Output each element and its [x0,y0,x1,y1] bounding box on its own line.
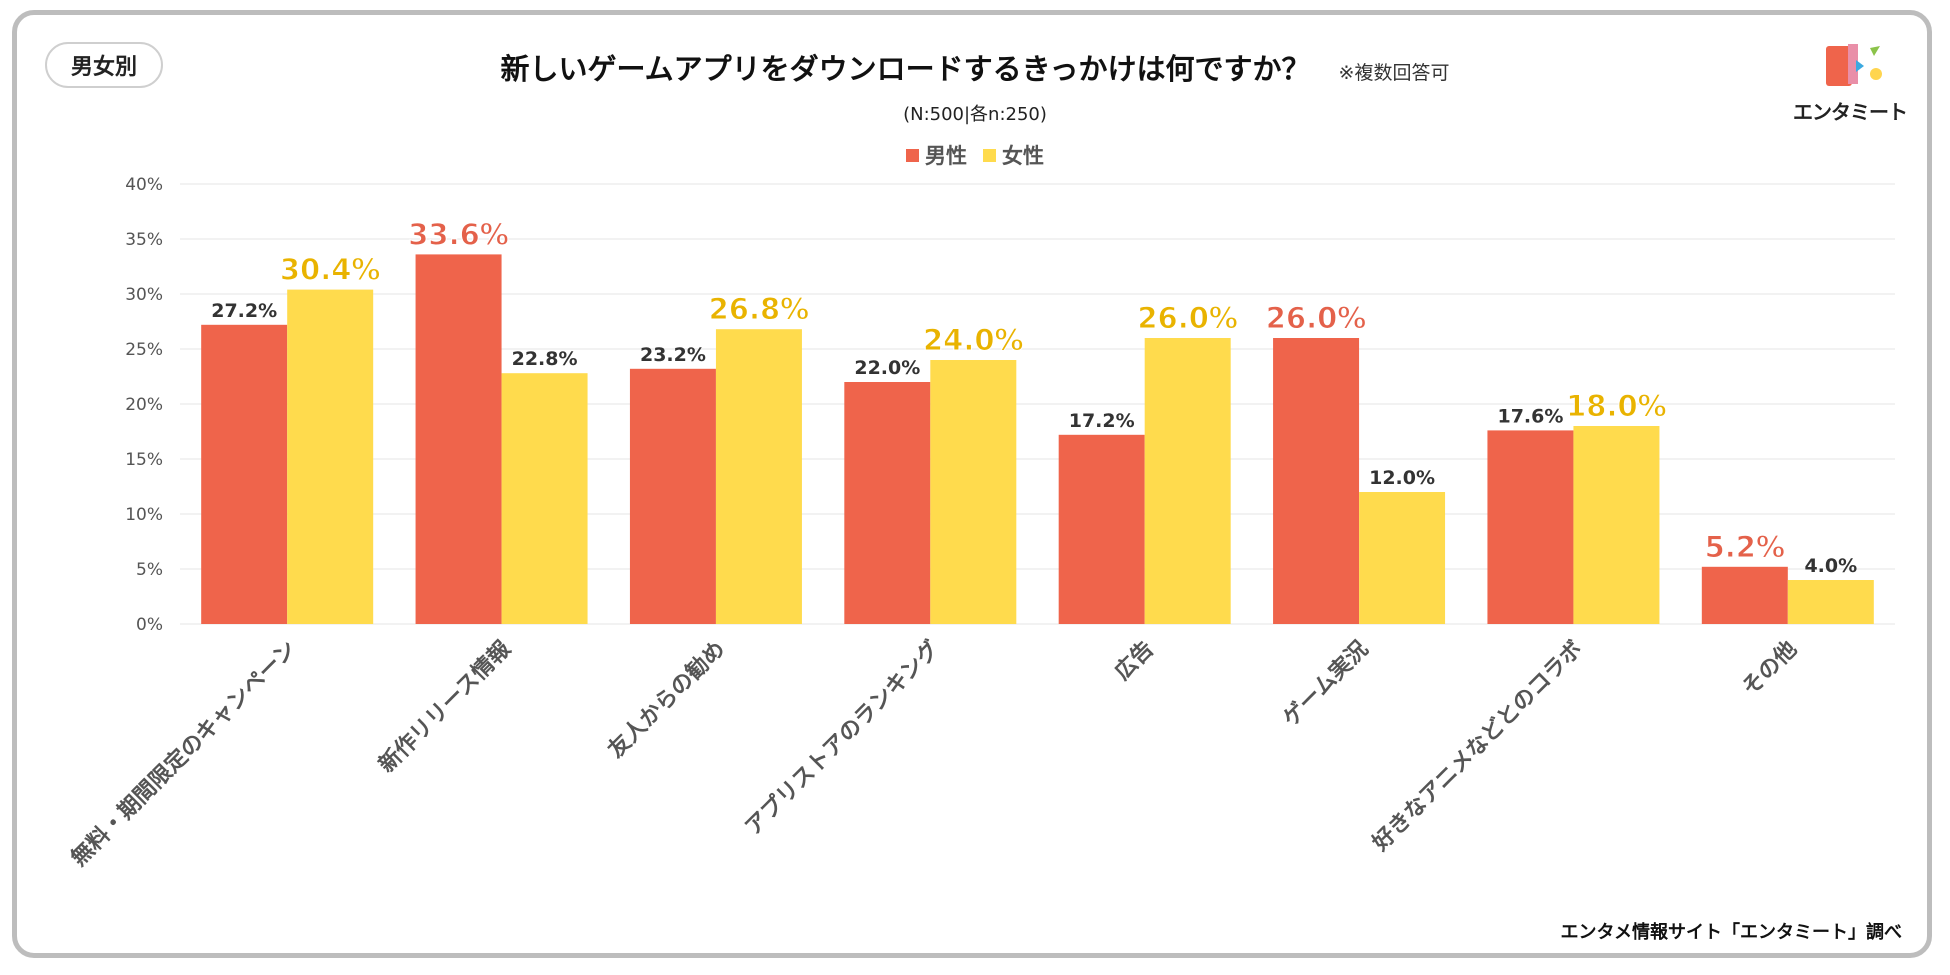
x-category-label: 好きなアニメなどとのコラボ [1367,636,1588,857]
title-note: ※複数回答可 [1338,62,1450,84]
data-label-female: 18.0% [1566,389,1667,423]
source-credit: エンタメ情報サイト「エンタミート」調べ [1560,922,1902,943]
legend-item-female: 女性 [983,140,1044,170]
outer-frame [12,10,1932,958]
bar-male [844,382,931,624]
y-tick-label: 35% [125,230,163,250]
y-tick-label: 30% [125,285,163,305]
y-tick-label: 15% [125,450,163,470]
y-tick-label: 25% [125,340,163,360]
data-label-female: 22.8% [512,348,578,370]
data-label-female: 26.8% [709,292,810,326]
x-category-label: ゲーム実況 [1278,636,1374,732]
bar-female [1787,580,1874,624]
legend-label-male: 男性 [925,144,967,168]
y-tick-label: 5% [136,560,163,580]
bar-female [715,329,802,624]
data-label-male: 5.2% [1705,530,1785,564]
bar-male [1273,338,1360,624]
x-category-label: アプリストアのランキング [740,636,945,841]
bar-male [1701,566,1788,624]
y-tick-label: 20% [125,395,163,415]
legend-swatch-male [906,148,919,162]
data-label-female: 12.0% [1369,467,1435,489]
data-label-female: 30.4% [280,253,381,287]
bar-male [415,254,502,624]
data-label-male: 27.2% [211,300,277,322]
legend-item-male: 男性 [906,140,967,170]
legend: 男性 女性 [0,140,1950,170]
entameet-logo-icon [1826,44,1882,86]
data-label-female: 4.0% [1804,555,1857,577]
legend-label-female: 女性 [1002,144,1044,168]
data-label-female: 24.0% [923,323,1024,357]
bar-female [1573,426,1660,624]
data-label-female: 26.0% [1137,301,1238,335]
bar-male [629,368,716,624]
gender-badge: 男女別 [45,42,163,88]
data-label-male: 17.6% [1497,405,1563,427]
x-category-label: 無料・期間限定のキャンペーン [66,636,301,871]
title-row: 新しいゲームアプリをダウンロードするきっかけは何ですか？ ※複数回答可 [0,46,1950,88]
bar-female [287,289,374,624]
bar-male [1058,434,1145,624]
sample-size: (N:500|各n:250) [903,104,1047,125]
data-label-male: 33.6% [408,217,509,251]
x-category-label: 広告 [1109,636,1159,686]
bar-female [1359,492,1446,624]
x-category-label: その他 [1738,637,1802,701]
x-category-label: 友人からの勧め [603,636,730,763]
bar-male [1487,430,1574,624]
bar-female [1144,338,1231,624]
data-label-male: 23.2% [640,344,706,366]
chart-title: 新しいゲームアプリをダウンロードするきっかけは何ですか？ [500,52,1311,86]
x-category-label: 新作リリース情報 [374,635,517,778]
y-tick-label: 10% [125,505,163,525]
y-tick-label: 0% [136,615,163,635]
logo-text: エンタミート [1793,100,1908,124]
data-label-male: 26.0% [1266,301,1367,335]
bar-male [201,324,288,624]
data-label-male: 17.2% [1069,410,1135,432]
y-tick-label: 40% [125,175,163,195]
bar-female [501,373,588,624]
data-label-male: 22.0% [854,357,920,379]
bar-female [930,360,1017,624]
legend-swatch-female [983,148,996,162]
